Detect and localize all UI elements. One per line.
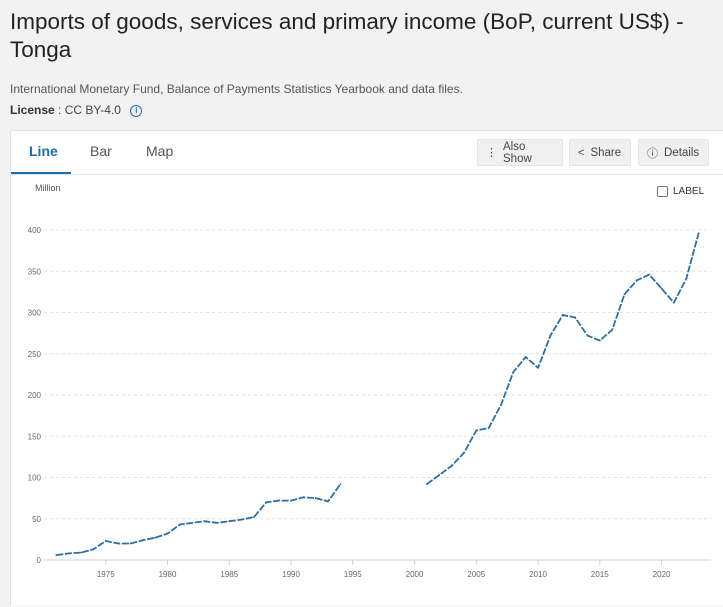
y-tick-label: 50 [32, 515, 41, 524]
data-point [685, 277, 688, 280]
also-show-label: Also Show [503, 140, 532, 165]
data-point [660, 287, 663, 290]
y-tick-label: 100 [28, 474, 42, 483]
data-point [141, 539, 144, 542]
data-point [80, 551, 82, 554]
source-text: International Monetary Fund, Balance of … [10, 82, 463, 96]
tab-bar[interactable]: Bar [90, 143, 112, 159]
label-toggle-text: LABEL [673, 186, 705, 197]
x-tick-label: 2010 [529, 570, 547, 579]
license-line: License : CC BY-4.0 i [10, 103, 143, 117]
data-point [500, 404, 502, 406]
data-point [586, 334, 589, 337]
data-point [561, 314, 564, 316]
y-tick-label: 150 [28, 432, 42, 441]
x-tick-label: 1985 [220, 570, 238, 579]
data-point [623, 293, 626, 296]
data-point [426, 483, 428, 485]
active-tab-indicator [11, 172, 71, 174]
data-point [450, 465, 453, 467]
x-tick-label: 1975 [97, 570, 115, 579]
data-point [302, 496, 305, 499]
x-tick-label: 2020 [653, 570, 671, 579]
data-point [487, 427, 490, 429]
chart-panel: Line Bar Map ⋮ Also Show < Share ⓘ Detai… [10, 130, 723, 606]
data-point [154, 536, 157, 539]
license-value: : CC BY-4.0 [58, 103, 121, 117]
data-point [277, 499, 280, 502]
data-point [104, 540, 107, 542]
data-point [314, 497, 317, 500]
data-point [203, 520, 206, 523]
data-point [648, 273, 651, 276]
data-point [512, 371, 515, 373]
x-tick-label: 2015 [591, 570, 609, 579]
tab-line[interactable]: Line [29, 143, 58, 159]
also-show-button[interactable]: ⋮ Also Show [477, 139, 563, 166]
x-tick-label: 2000 [406, 570, 424, 579]
x-tick-label: 2005 [467, 570, 485, 579]
data-point [327, 500, 329, 503]
data-point [574, 316, 577, 319]
data-point [438, 474, 441, 476]
y-tick-label: 350 [28, 267, 42, 276]
info-icon[interactable]: i [130, 104, 143, 117]
data-point [253, 516, 255, 518]
y-tick-label: 300 [28, 309, 42, 318]
more-vertical-icon: ⋮ [486, 147, 497, 159]
license-label: License [10, 103, 55, 117]
chart-tabs: Line Bar Map ⋮ Also Show < Share ⓘ Detai… [11, 131, 723, 175]
x-tick-label: 1995 [344, 570, 362, 579]
tab-map[interactable]: Map [146, 143, 174, 159]
x-tick-label: 1990 [282, 570, 300, 579]
data-point [67, 552, 70, 555]
data-point [598, 339, 601, 342]
y-tick-label: 250 [28, 350, 42, 359]
data-point [537, 366, 539, 369]
data-point [92, 548, 95, 551]
data-point [673, 301, 675, 304]
data-point [475, 429, 478, 432]
line-chart: 0 50 100 150 200 250 300 350 400 1975 1980 1985 1990… [28, 226, 711, 579]
details-label: Details [664, 146, 700, 159]
data-point [55, 554, 58, 556]
data-point [290, 499, 292, 502]
data-point [549, 334, 552, 337]
share-label: Share [590, 146, 622, 159]
label-checkbox[interactable] [657, 186, 668, 197]
page-title: Imports of goods, services and primary i… [10, 9, 684, 62]
share-icon: < [578, 146, 585, 159]
y-tick-label: 0 [37, 556, 42, 565]
y-axis-unit: Million [35, 183, 61, 193]
data-point [339, 483, 342, 485]
data-point [216, 521, 218, 524]
share-button[interactable]: < Share [569, 139, 631, 166]
details-button[interactable]: ⓘ Details [638, 139, 709, 166]
y-tick-label: 400 [28, 226, 42, 235]
data-point [178, 523, 181, 526]
label-toggle[interactable]: LABEL [657, 186, 704, 197]
x-tick-label: 1980 [159, 570, 177, 579]
data-point [117, 542, 120, 545]
data-point [228, 520, 231, 523]
y-tick-label: 200 [28, 391, 42, 400]
data-point [635, 279, 638, 282]
series-line [56, 483, 342, 556]
data-point [611, 328, 614, 331]
data-point [265, 501, 268, 504]
data-point [240, 518, 243, 521]
data-point [463, 451, 465, 454]
data-point [524, 356, 527, 358]
data-point [166, 532, 169, 535]
data-point [191, 521, 194, 524]
data-point [129, 542, 132, 545]
data-point [697, 232, 700, 235]
info-circle-icon: ⓘ [647, 147, 658, 160]
